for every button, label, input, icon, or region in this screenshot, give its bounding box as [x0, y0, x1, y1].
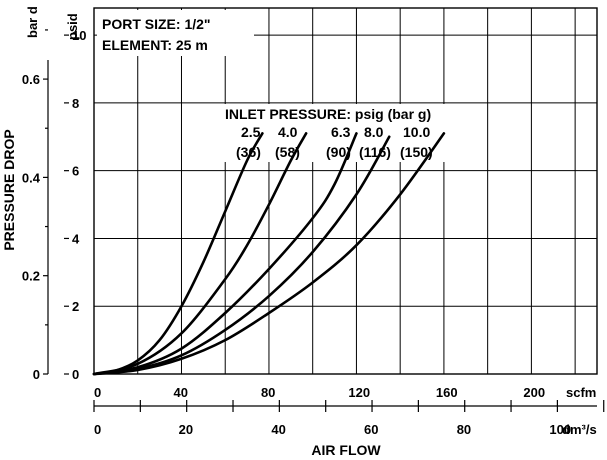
psid-tick-label: 6 — [72, 164, 79, 179]
legend-title: INLET PRESSURE: psig (bar g) — [225, 106, 431, 122]
bar-tick-label: 0.6 — [22, 72, 40, 87]
legend-psig-8-0: 8.0 — [364, 124, 384, 140]
psid-tick-label: 10 — [72, 28, 86, 43]
legend-bar-150: (150) — [400, 144, 433, 160]
dm3s-tick-label: 0 — [94, 422, 101, 437]
curve-series-5 — [92, 132, 446, 376]
scfm-unit-label: scfm — [566, 385, 596, 400]
port-size-label: PORT SIZE: 1/2" — [102, 16, 211, 32]
legend-psig-10-0: 10.0 — [403, 124, 430, 140]
legend-bar-116: (116) — [359, 144, 391, 160]
x-axis-title: AIR FLOW — [311, 442, 381, 458]
grid-lines — [94, 8, 597, 374]
psid-tick-label: 2 — [72, 299, 79, 314]
scfm-tick-label: 0 — [94, 385, 101, 400]
dm3s-tick-label: 100 — [549, 422, 571, 437]
scfm-tick-label: 200 — [523, 385, 545, 400]
legend-psig-4-0: 4.0 — [278, 124, 298, 140]
psid-unit-label: psid — [65, 13, 80, 40]
bar-tick-label: 0.2 — [22, 269, 40, 284]
dm3s-tick-label: 40 — [271, 422, 285, 437]
curve-series-2 — [92, 132, 308, 376]
legend-box — [218, 104, 466, 162]
scfm-tick-label: 80 — [261, 385, 275, 400]
legend-bar-90: (90) — [326, 144, 351, 160]
legend-psig-2-5: 2.5 — [241, 124, 261, 140]
scfm-tick-label: 40 — [173, 385, 187, 400]
dm3s-tick-label: 60 — [364, 422, 378, 437]
dm3s-tick-label: 20 — [179, 422, 193, 437]
x-axis-ticks: 0 40 80 120 160 200 0 20 40 60 80 100 — [93, 385, 605, 437]
psid-tick-label: 8 — [72, 96, 79, 111]
element-label: ELEMENT: 25 m — [102, 37, 208, 53]
header-box — [97, 10, 254, 56]
dm3s-unit-label: dm³/s — [562, 422, 597, 437]
y-axis-title: PRESSURE DROP — [1, 129, 17, 250]
dm3s-tick-label: 80 — [457, 422, 471, 437]
legend-psig-6-3: 6.3 — [331, 124, 351, 140]
curve-series-3 — [92, 132, 358, 376]
scfm-tick-label: 160 — [436, 385, 458, 400]
bar-tick-label: 0.4 — [22, 170, 41, 185]
plot-frame — [93, 7, 598, 375]
y-axis-ticks: 0 2 4 6 8 10 0 0.2 0.4 0.6 — [22, 28, 87, 382]
psid-tick-label: 4 — [72, 231, 80, 246]
series-curves — [92, 132, 446, 376]
legend-psig-values: 2.5 4.0 6.3 8.0 10.0 — [241, 124, 430, 140]
bar-d-unit-label: bar d — [25, 6, 40, 38]
scfm-tick-label: 120 — [348, 385, 370, 400]
psid-tick-label: 0 — [72, 367, 79, 382]
bar-tick-label: 0 — [33, 367, 40, 382]
